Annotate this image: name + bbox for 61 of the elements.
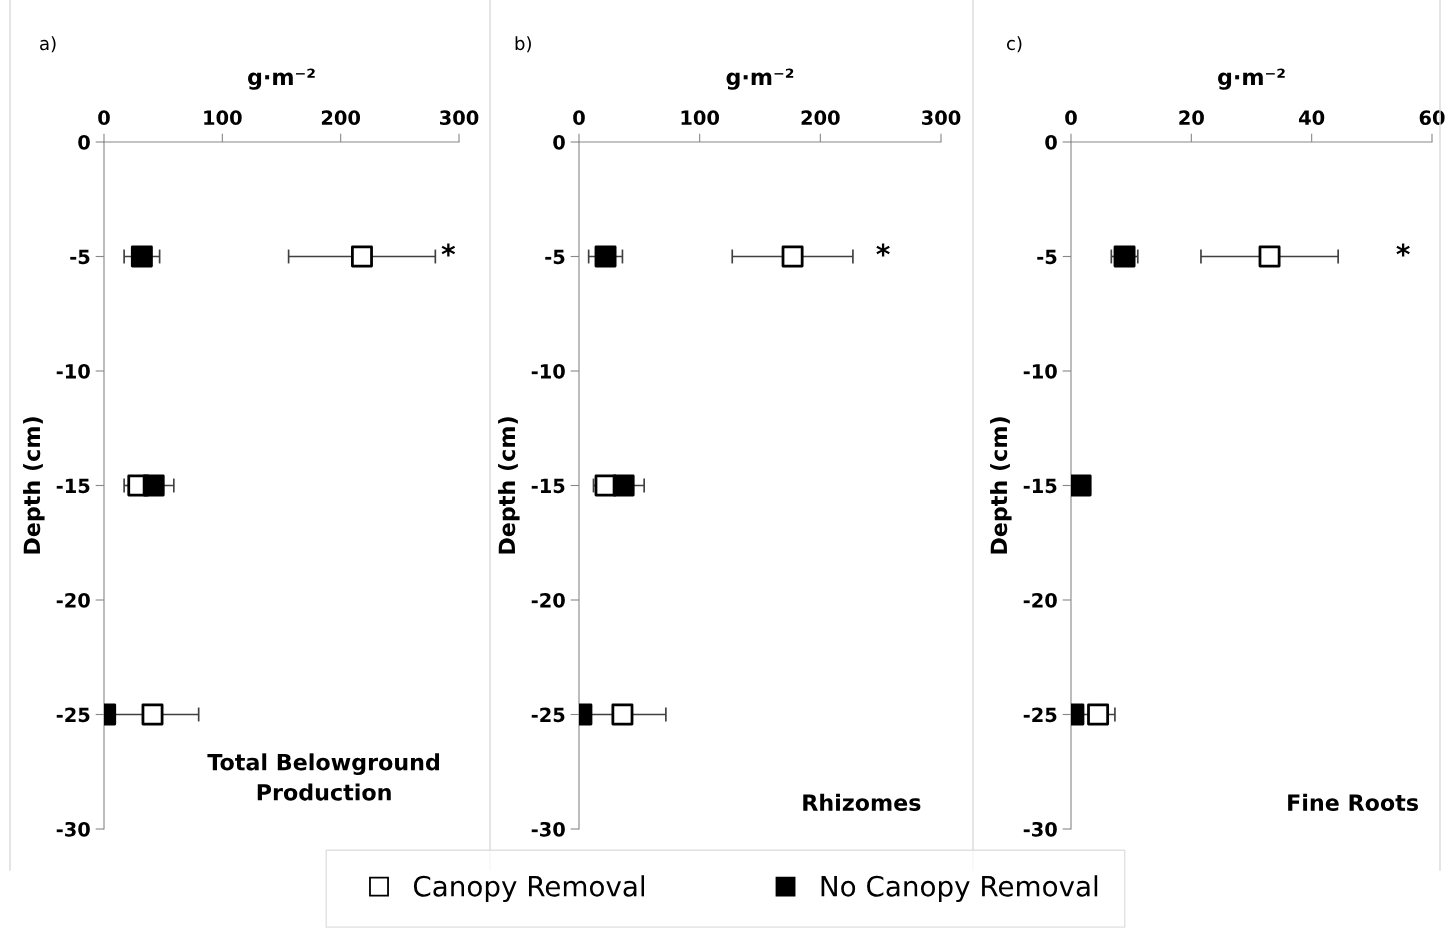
point [594,245,617,268]
y-tick-label: -25 [531,707,565,723]
y-tick-label: -30 [531,821,565,837]
point [611,703,634,726]
point [1087,703,1110,726]
x-axis-title: g·m⁻² [248,68,315,90]
point [351,245,373,268]
y-tick-label: -5 [1037,249,1057,265]
x-tick-label: 0 [573,110,585,126]
y-tick-label: -5 [545,249,565,265]
point [1071,474,1092,497]
point [142,474,165,497]
annotation: Fine Roots [1288,793,1418,811]
legend-label: No Canopy Removal [821,875,1098,903]
x-tick-label: 100 [681,110,720,126]
y-tick-label: 0 [1045,134,1057,150]
x-axis-title: g·m⁻² [726,68,794,90]
y-tick-label: -20 [56,592,90,608]
x-axis-title: g·m⁻² [1218,68,1285,90]
x-tick-label: 200 [801,110,840,126]
y-tick-label: -15 [56,478,90,494]
y-tick-label: -20 [531,592,565,608]
y-tick-label: -30 [56,821,90,837]
text: b) [515,36,531,53]
y-tick-label: -15 [1023,478,1057,494]
y-tick-label: -30 [1023,821,1057,837]
x-tick-label: 0 [1065,110,1077,126]
x-tick-label: 20 [1179,110,1204,126]
legend-label: Canopy Removal [413,875,645,903]
x-tick-label: 40 [1299,110,1325,126]
y-tick-label: -5 [70,249,90,265]
y-tick-label: -10 [1023,363,1057,379]
annotation: * [1396,243,1410,257]
text: c) [1007,36,1022,53]
y-axis-title: Depth (cm) [498,417,520,554]
y-tick-label: 0 [78,134,90,150]
x-tick-label: 300 [922,110,961,126]
x-tick-label: 100 [204,110,242,126]
text: a) [40,36,56,53]
annotation: Rhizomes [803,793,921,811]
y-tick-label: 0 [553,134,565,150]
x-tick-label: 200 [321,110,361,126]
y-axis-title: Depth (cm) [990,417,1012,554]
y-tick-label: -10 [56,363,90,379]
point [1258,245,1281,268]
x-tick-label: 0 [98,110,110,126]
point [130,245,153,268]
annotation: * [876,243,890,257]
point [781,245,804,268]
annotation: * [441,243,456,257]
point [141,703,164,726]
annotation: Total Belowground Production [207,753,440,801]
y-tick-label: -15 [531,478,565,494]
y-axis-title: Depth (cm) [23,417,45,554]
y-tick-label: -25 [1023,707,1057,723]
y-tick-label: -25 [56,707,90,723]
x-tick-label: 60 [1419,110,1445,126]
y-tick-label: -20 [1023,592,1057,608]
point [612,474,635,497]
x-tick-label: 300 [440,110,479,126]
y-tick-label: -10 [531,363,565,379]
